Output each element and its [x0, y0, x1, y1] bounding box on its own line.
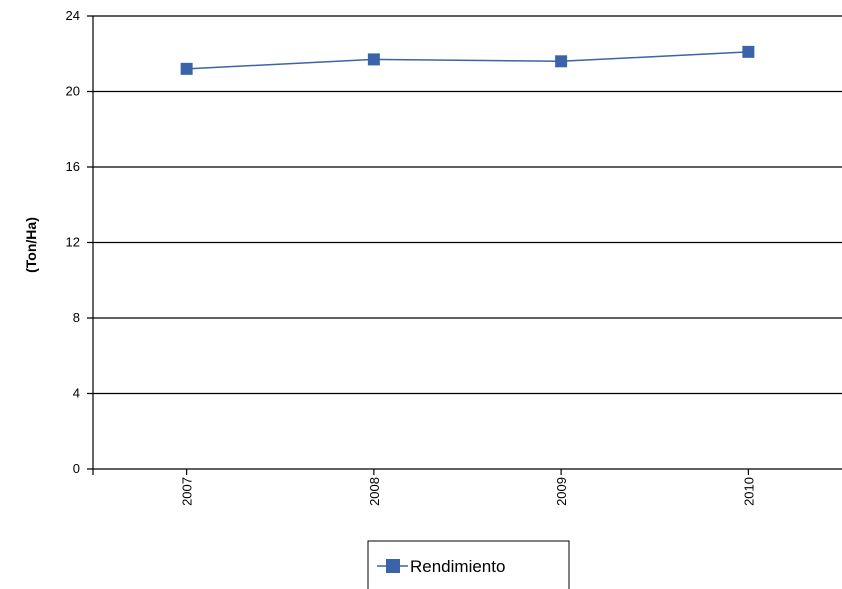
y-axis-title: (Ton/Ha) [23, 217, 39, 273]
x-tick-labels: 2007 2008 2009 2010 [180, 477, 757, 506]
y-tick-label: 8 [73, 310, 80, 325]
x-tick-label: 2009 [554, 477, 569, 506]
data-point-marker [742, 45, 755, 58]
gridlines [87, 15, 842, 470]
series-line-0 [186, 51, 749, 70]
x-tick-label: 2007 [180, 477, 195, 506]
x-tick-label: 2010 [741, 477, 756, 506]
legend: Rendimiento [367, 540, 570, 589]
legend-marker-swatch [386, 559, 400, 573]
data-point-marker [180, 62, 193, 75]
y-tick-label: 4 [73, 386, 80, 401]
y-tick-label: 16 [66, 159, 80, 174]
axes [92, 16, 749, 475]
x-tick-label: 2008 [367, 477, 382, 506]
data-point-marker [367, 53, 380, 66]
data-point-marker [555, 55, 568, 68]
legend-label: Rendimiento [410, 557, 505, 576]
y-tick-label: 20 [66, 84, 80, 99]
y-tick-label: 24 [66, 8, 80, 23]
y-tick-labels: 0 4 8 12 16 20 24 [66, 8, 80, 476]
y-tick-label: 12 [66, 235, 80, 250]
series-layer [180, 45, 755, 75]
legend-box [367, 540, 570, 589]
y-tick-label: 0 [73, 461, 80, 476]
